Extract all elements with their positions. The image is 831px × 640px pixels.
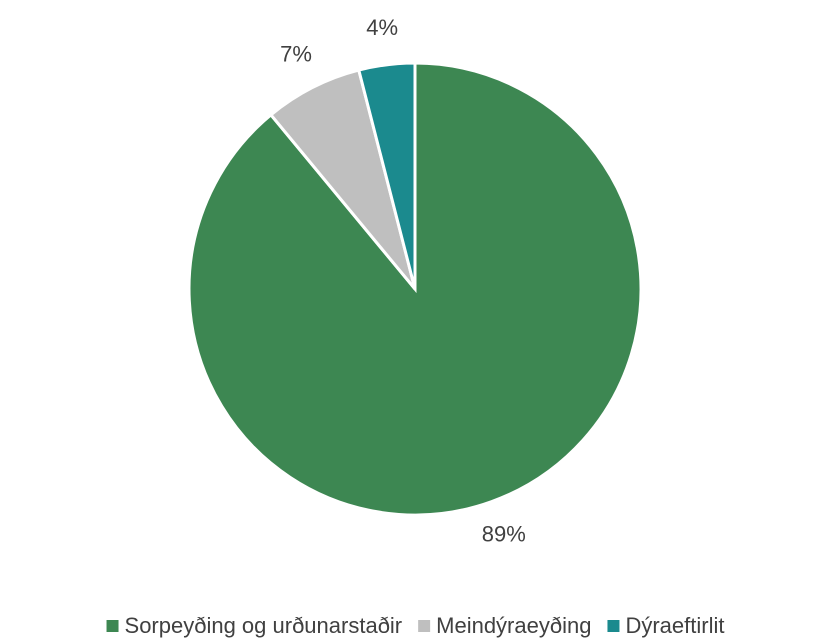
legend-swatch xyxy=(607,620,620,632)
legend-label: Meindýraeyðing xyxy=(436,613,591,638)
pie-slice xyxy=(356,61,417,290)
legend-swatch xyxy=(106,620,119,632)
data-label: 4% xyxy=(366,15,398,40)
data-label: 7% xyxy=(280,41,312,66)
legend-label: Dýraeftirlit xyxy=(625,613,724,638)
legend-label: Sorpeyðing og urðunarstaðir xyxy=(125,613,403,638)
legend-swatch xyxy=(418,620,431,632)
data-label: 89% xyxy=(482,521,526,546)
